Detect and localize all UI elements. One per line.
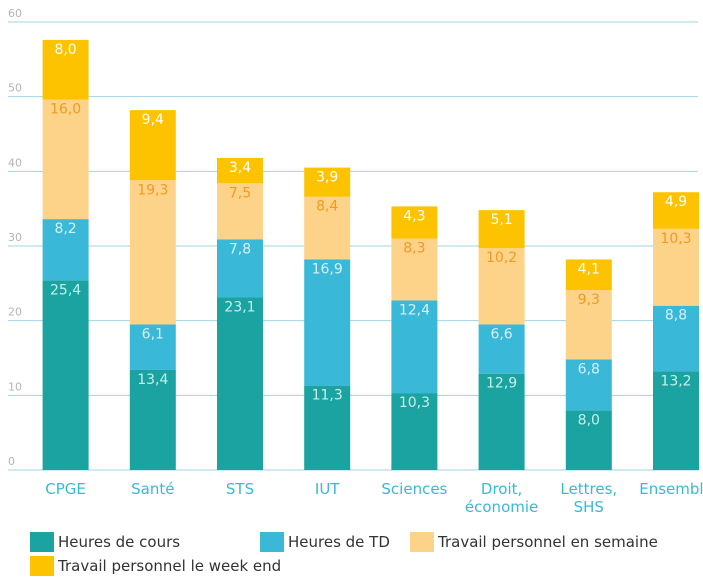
bar-segment [653, 305, 699, 372]
bar-segment [129, 110, 176, 181]
bar-segment [391, 393, 438, 470]
value-label: 19,3 [137, 182, 168, 198]
legend-label: Heures de TD [288, 533, 390, 551]
bar-segment [129, 180, 176, 325]
legend: Heures de cours Heures de TD Travail perso… [30, 532, 700, 576]
x-tick-label: Santé [131, 480, 175, 498]
bar-segment [565, 410, 612, 470]
legend-item: Travail personnel le week end [30, 556, 430, 576]
bar-segment [565, 290, 612, 360]
legend-label: Travail personnel le week end [58, 557, 282, 575]
plot: 0 10 20 30 40 50 60 25,4 8,2 16,0 8,0 13,4 6,1 19,3 9,… [8, 7, 699, 471]
value-label: 4,3 [403, 208, 425, 224]
value-label: 3,9 [316, 170, 338, 186]
bar-segment [565, 359, 612, 411]
bar-segment [391, 300, 438, 394]
bar-segment [478, 248, 525, 325]
x-tick-label: Droit, économie [464, 480, 539, 516]
legend-item: Travail personnel en semaine [410, 532, 700, 552]
value-label: 12,4 [399, 303, 430, 319]
legend-swatch [410, 532, 434, 552]
y-tick-label: 0 [8, 455, 15, 468]
legend-swatch [30, 532, 54, 552]
value-label: 8,2 [54, 221, 76, 237]
y-tick-label: 30 [8, 231, 22, 244]
legend-swatch [30, 556, 54, 576]
value-label: 8,0 [54, 42, 76, 58]
bar-segment [391, 238, 438, 301]
value-label: 6,8 [578, 361, 600, 377]
bar-segment [42, 219, 89, 281]
value-label: 12,9 [486, 376, 517, 392]
legend-item: Heures de cours [30, 532, 260, 552]
legend-item: Heures de TD [260, 532, 410, 552]
value-label: 8,3 [403, 241, 425, 257]
y-tick-label: 40 [8, 156, 22, 169]
bar-segment [304, 259, 351, 386]
x-tick-label: Ensemble [639, 480, 703, 498]
bar-segment [217, 183, 263, 240]
bar-segment [217, 239, 263, 298]
bar-segment [217, 297, 263, 470]
value-label: 13,2 [660, 373, 691, 389]
bar-segment [653, 228, 699, 306]
bar-segment [304, 385, 351, 470]
value-label: 9,3 [578, 292, 600, 308]
bar-segment [42, 280, 89, 470]
bar-segment [478, 373, 525, 470]
value-label: 4,1 [578, 261, 600, 277]
value-label: 13,4 [137, 372, 168, 388]
x-tick-label: STS [225, 480, 255, 498]
legend-swatch [260, 532, 284, 552]
value-label: 10,2 [486, 250, 517, 266]
y-tick-label: 60 [8, 7, 22, 20]
value-label: 8,4 [316, 199, 338, 215]
bar-segment [391, 206, 438, 239]
x-tick-label: Sciences [381, 480, 448, 498]
x-tick-label: Lettres, SHS [560, 480, 618, 516]
value-label: 10,3 [399, 395, 430, 411]
value-label: 7,5 [229, 185, 251, 201]
bar-segment [565, 259, 612, 291]
bar-segment [304, 167, 351, 197]
value-label: 5,1 [490, 212, 512, 228]
bar-segment [42, 39, 89, 100]
bar-segment [129, 369, 176, 470]
bar-segment [478, 324, 525, 374]
bar-segment [129, 324, 176, 370]
legend-label: Heures de cours [58, 533, 181, 551]
bar-segment [653, 371, 699, 470]
legend-label: Travail personnel en semaine [438, 533, 658, 551]
bar-segment [304, 196, 351, 260]
value-label: 16,9 [312, 261, 343, 277]
bar-segment [478, 210, 525, 249]
value-label: 4,9 [665, 194, 687, 210]
value-label: 25,4 [50, 282, 81, 298]
bar-segment [653, 192, 699, 229]
value-label: 3,4 [229, 160, 251, 176]
bar-segment [217, 157, 263, 184]
y-tick-label: 20 [8, 306, 22, 319]
value-label: 11,3 [312, 388, 343, 404]
y-tick-label: 10 [8, 380, 22, 393]
y-tick-label: 50 [8, 82, 22, 95]
value-label: 8,8 [665, 308, 687, 324]
x-tick-label: CPGE [45, 480, 86, 498]
value-label: 9,4 [142, 112, 164, 128]
value-label: 8,0 [578, 412, 600, 428]
value-label: 23,1 [224, 300, 255, 316]
value-label: 6,6 [490, 326, 512, 342]
bar-segment [42, 99, 89, 220]
value-label: 10,3 [660, 231, 691, 247]
x-tick-label: IUT [314, 480, 340, 498]
value-label: 16,0 [50, 102, 81, 118]
value-label: 7,8 [229, 241, 251, 257]
value-label: 6,1 [142, 326, 164, 342]
